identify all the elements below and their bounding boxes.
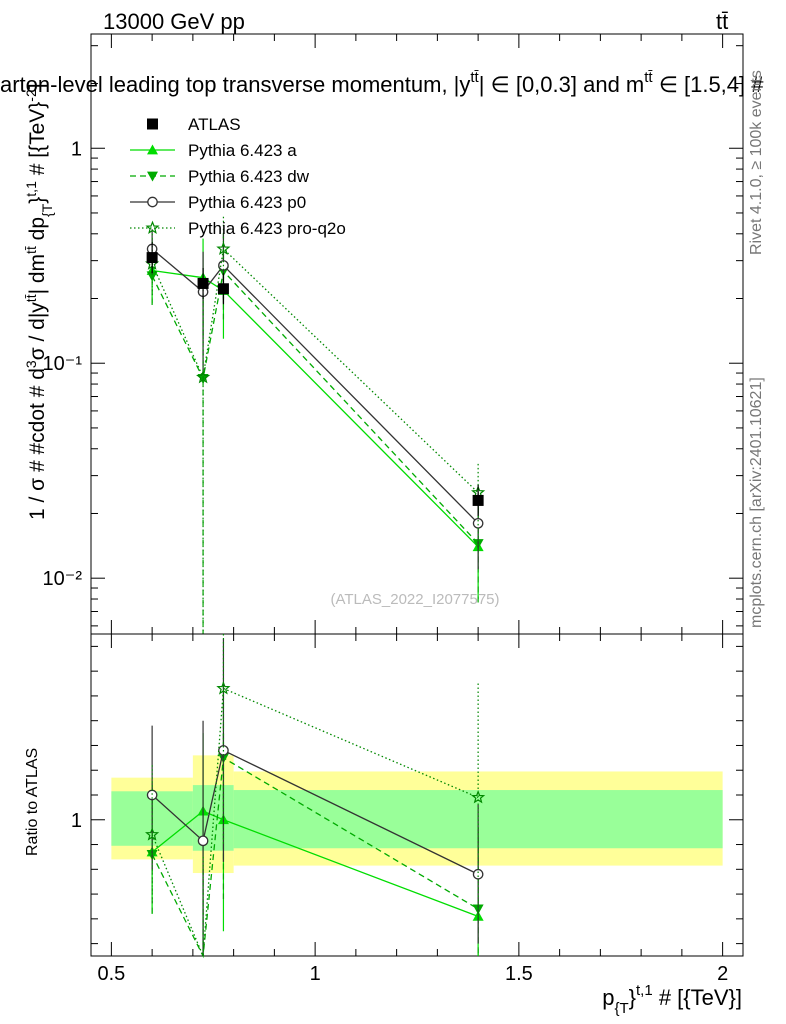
legend-entry: ATLAS — [147, 115, 241, 134]
main-series-layer — [145, 216, 486, 634]
series-point — [147, 196, 158, 208]
series-point — [197, 835, 209, 847]
legend-entry: Pythia 6.423 pro-q2o — [130, 219, 346, 238]
series-line — [151, 247, 479, 494]
series-pythia-6-423-dw — [146, 233, 484, 634]
legend-label: Pythia 6.423 a — [188, 141, 297, 160]
series-point — [216, 241, 231, 255]
legend-entry: Pythia 6.423 dw — [130, 167, 310, 186]
y-tick-label: 10⁻² — [43, 568, 83, 590]
series-point — [196, 369, 211, 384]
series-point — [147, 171, 158, 182]
series-line — [152, 269, 479, 548]
energy-label: 13000 GeV pp — [103, 9, 245, 34]
legend-label: Pythia 6.423 p0 — [188, 193, 306, 212]
series-line — [151, 248, 479, 524]
x-tick-label: 0.5 — [97, 963, 125, 985]
data-point — [472, 494, 484, 506]
data-point — [147, 118, 158, 130]
x-tick-label: 2 — [717, 963, 728, 985]
y-axis-label-main: 1 / σ # #cdot # d3σ / d|ytt̄| dmtt̄ dp{T… — [23, 83, 55, 520]
data-point — [217, 283, 229, 295]
legend-entry: Pythia 6.423 p0 — [130, 193, 306, 212]
main-panel: 10⁻² 10⁻¹ 1 (ATLAS_2022_I2077575) — [43, 33, 744, 635]
series-point — [147, 144, 158, 155]
series-point — [472, 868, 484, 880]
legend-label: Pythia 6.423 pro-q2o — [188, 219, 346, 238]
x-tick-label: 1 — [310, 963, 321, 985]
series-line — [151, 269, 479, 544]
series-pythia-6-423-pro-q2o — [145, 216, 486, 634]
ratio-line — [151, 749, 479, 875]
legend-entry: Pythia 6.423 a — [130, 141, 297, 160]
series-point — [146, 271, 158, 282]
legend-label: ATLAS — [188, 115, 241, 134]
series-point — [145, 827, 160, 841]
series-point — [470, 790, 486, 804]
legend-label: Pythia 6.423 dw — [188, 167, 310, 186]
analysis-watermark: (ATLAS_2022_I2077575) — [330, 591, 499, 608]
rivet-version-label: Rivet 4.1.0, ≥ 100k events — [748, 70, 765, 255]
data-point — [146, 252, 158, 264]
series-point — [145, 220, 160, 235]
series-atlas — [146, 242, 484, 516]
plot-title: arton-level leading top transverse momen… — [0, 69, 764, 97]
series-pythia-6-423-a — [146, 238, 484, 600]
series-point — [216, 681, 231, 695]
ratio-line — [151, 756, 479, 959]
x-axis-label: p{T}t,1 # [{TeV}] — [602, 982, 742, 1017]
ratio-axis-ticks: 0.5 1 1.5 2 1 — [71, 634, 743, 985]
y-tick-label: 10⁻¹ — [43, 353, 83, 375]
legend: ATLAS Pythia 6.423 a Pythia 6.423 dw Pythia… — [130, 115, 346, 238]
y-tick-label: 1 — [71, 138, 82, 160]
main-axis-ticks: 10⁻² 10⁻¹ 1 — [43, 34, 743, 634]
ratio-y-tick-label: 1 — [71, 810, 82, 832]
data-point — [197, 277, 209, 289]
ratio-panel: 0.5 1 1.5 2 1 — [71, 633, 744, 985]
process-label: tt̄ — [716, 9, 728, 34]
y-axis-label-ratio: Ratio to ATLAS — [24, 748, 41, 856]
mcplots-label: mcplots.cern.ch [arXiv:2401.10621] — [748, 377, 765, 628]
ratio-series-layer — [145, 634, 486, 959]
ratio-series-pythia-6-423-pro-q2o — [145, 634, 486, 957]
x-tick-label: 1.5 — [505, 963, 533, 985]
